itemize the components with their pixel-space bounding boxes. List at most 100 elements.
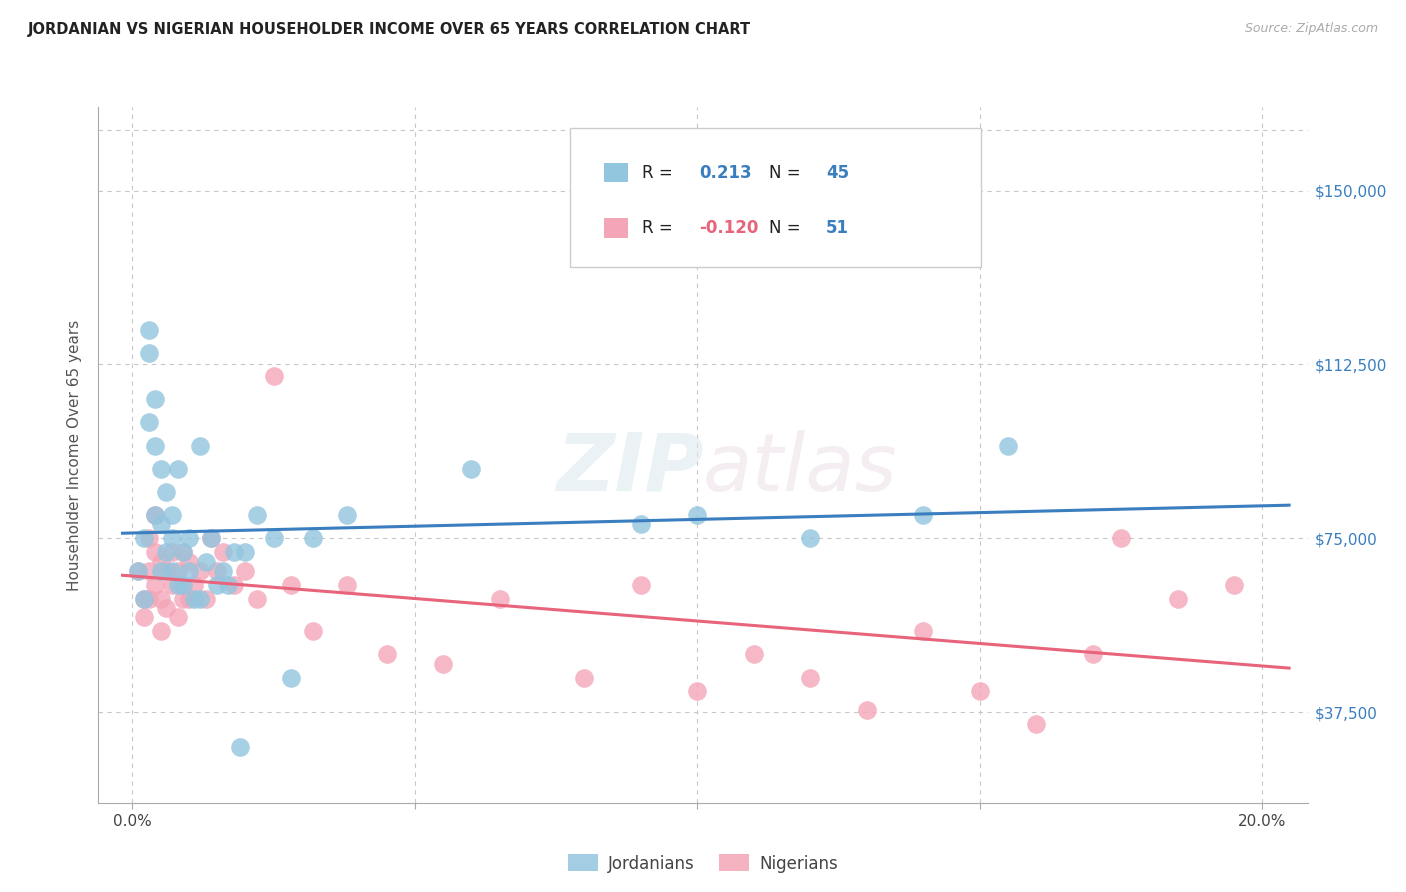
Point bbox=[155, 485, 177, 500]
Point bbox=[1109, 532, 1132, 546]
Point bbox=[200, 532, 222, 546]
Point bbox=[912, 508, 935, 523]
Point bbox=[1025, 717, 1047, 731]
Point bbox=[132, 610, 155, 624]
Point bbox=[222, 545, 245, 559]
Point bbox=[188, 591, 211, 606]
Point bbox=[211, 564, 233, 578]
Point bbox=[302, 532, 325, 546]
Point bbox=[233, 564, 256, 578]
Text: -0.120: -0.120 bbox=[699, 219, 758, 236]
Point bbox=[183, 591, 205, 606]
Point bbox=[143, 578, 166, 592]
Point bbox=[127, 564, 149, 578]
Point bbox=[856, 703, 879, 717]
Point bbox=[188, 439, 211, 453]
Point bbox=[155, 545, 177, 559]
Point bbox=[177, 555, 200, 569]
Point bbox=[138, 591, 160, 606]
Point bbox=[160, 545, 183, 559]
Point bbox=[246, 508, 269, 523]
Point bbox=[127, 564, 149, 578]
Point bbox=[160, 508, 183, 523]
Point bbox=[1223, 578, 1246, 592]
Point bbox=[205, 564, 228, 578]
Text: R =: R = bbox=[643, 164, 678, 182]
Point bbox=[166, 462, 188, 476]
Point bbox=[138, 323, 160, 337]
Point bbox=[138, 416, 160, 430]
Point bbox=[160, 532, 183, 546]
Text: ZIP: ZIP bbox=[555, 430, 703, 508]
Point bbox=[228, 740, 250, 755]
Point bbox=[997, 439, 1019, 453]
Point bbox=[969, 684, 991, 698]
Point bbox=[160, 578, 183, 592]
Point bbox=[143, 508, 166, 523]
Text: N =: N = bbox=[769, 164, 806, 182]
Point bbox=[460, 462, 482, 476]
Point bbox=[138, 532, 160, 546]
Point bbox=[155, 564, 177, 578]
Point bbox=[149, 564, 172, 578]
Text: R =: R = bbox=[643, 219, 678, 236]
Text: atlas: atlas bbox=[703, 430, 898, 508]
Point bbox=[336, 508, 359, 523]
Point bbox=[1081, 648, 1104, 662]
Point bbox=[742, 648, 765, 662]
Point bbox=[686, 508, 709, 523]
Point bbox=[432, 657, 454, 671]
Point bbox=[143, 439, 166, 453]
Point bbox=[149, 591, 172, 606]
Text: JORDANIAN VS NIGERIAN HOUSEHOLDER INCOME OVER 65 YEARS CORRELATION CHART: JORDANIAN VS NIGERIAN HOUSEHOLDER INCOME… bbox=[28, 22, 751, 37]
Point bbox=[155, 601, 177, 615]
Point bbox=[149, 624, 172, 639]
Point bbox=[200, 532, 222, 546]
Y-axis label: Householder Income Over 65 years: Householder Income Over 65 years bbox=[67, 319, 83, 591]
Point bbox=[211, 545, 233, 559]
Point bbox=[143, 508, 166, 523]
Point bbox=[280, 578, 302, 592]
Point bbox=[263, 369, 285, 384]
Point bbox=[246, 591, 269, 606]
Point bbox=[132, 532, 155, 546]
Point bbox=[177, 564, 200, 578]
Point bbox=[630, 517, 652, 532]
Point bbox=[280, 671, 302, 685]
Point bbox=[138, 346, 160, 360]
Text: Source: ZipAtlas.com: Source: ZipAtlas.com bbox=[1244, 22, 1378, 36]
Point bbox=[177, 591, 200, 606]
Text: 51: 51 bbox=[825, 219, 849, 236]
Point bbox=[160, 564, 183, 578]
Point bbox=[143, 545, 166, 559]
Point bbox=[686, 684, 709, 698]
Point bbox=[194, 591, 217, 606]
Point bbox=[336, 578, 359, 592]
FancyBboxPatch shape bbox=[569, 128, 981, 267]
Point bbox=[375, 648, 398, 662]
Text: 45: 45 bbox=[825, 164, 849, 182]
Point bbox=[132, 591, 155, 606]
Point bbox=[217, 578, 239, 592]
Point bbox=[222, 578, 245, 592]
Point bbox=[172, 545, 194, 559]
Point bbox=[799, 671, 821, 685]
Point bbox=[149, 462, 172, 476]
Point bbox=[177, 532, 200, 546]
Point bbox=[132, 591, 155, 606]
Text: 0.213: 0.213 bbox=[699, 164, 752, 182]
Point bbox=[630, 578, 652, 592]
Point bbox=[172, 545, 194, 559]
Point bbox=[166, 610, 188, 624]
Point bbox=[183, 578, 205, 592]
Point bbox=[194, 555, 217, 569]
FancyBboxPatch shape bbox=[603, 218, 627, 237]
Point bbox=[1167, 591, 1189, 606]
Text: N =: N = bbox=[769, 219, 806, 236]
Point bbox=[166, 578, 188, 592]
Point bbox=[149, 555, 172, 569]
Point bbox=[166, 564, 188, 578]
Point bbox=[574, 671, 596, 685]
Point bbox=[149, 517, 172, 532]
Legend: Jordanians, Nigerians: Jordanians, Nigerians bbox=[561, 847, 845, 880]
